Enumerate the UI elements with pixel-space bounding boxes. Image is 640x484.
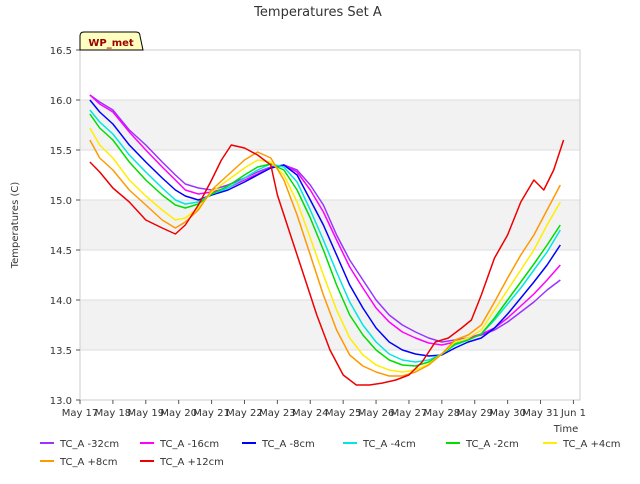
- legend-item: TC_A -32cm: [40, 439, 119, 450]
- x-axis-label: Time: [553, 424, 578, 435]
- x-tick-label: May 19: [128, 408, 165, 419]
- legend-label: TC_A -32cm: [59, 439, 119, 450]
- y-ticks: 13.0 13.5 14.0 14.5 15.0 15.5 16.0 16.5: [50, 46, 80, 407]
- series-line-6: [89, 127, 561, 373]
- y-axis-label: Temperatures (C): [10, 182, 21, 270]
- legend-item: TC_A +8cm: [40, 457, 118, 468]
- series-lines: [89, 94, 565, 386]
- legend-item: TC_A -4cm: [343, 439, 416, 450]
- legend-label: TC_A +8cm: [59, 457, 118, 468]
- y-tick-label: 16.0: [50, 96, 72, 107]
- series-line-7: [89, 139, 561, 377]
- y-tick-label: 14.0: [50, 296, 72, 307]
- x-tick-label: May 30: [489, 408, 526, 419]
- plot-frame: [79, 49, 581, 401]
- series-line-1: [89, 94, 561, 343]
- series-line-5: [89, 113, 561, 367]
- x-tick-label: May 26: [358, 408, 395, 419]
- plot-band: [80, 350, 580, 400]
- series-line-3: [89, 99, 561, 357]
- x-tick-label: May 22: [226, 408, 263, 419]
- legend: TC_A -32cm TC_A -16cm TC_A -8cm TC_A -4cm TC…: [40, 439, 621, 468]
- plot-band: [80, 50, 580, 100]
- x-tick-label: May 20: [160, 408, 197, 419]
- legend-label: TC_A -16cm: [159, 439, 219, 450]
- x-tick-label: May 23: [259, 408, 296, 419]
- y-tick-label: 13.5: [50, 346, 72, 357]
- series-line-2: [89, 94, 561, 346]
- station-badge: WP_met: [79, 31, 144, 51]
- plot-band: [80, 150, 580, 200]
- x-tick-label: May 27: [391, 408, 428, 419]
- legend-item: TC_A -8cm: [242, 439, 315, 450]
- y-tick-label: 14.5: [50, 246, 72, 257]
- plot-band: [80, 100, 580, 150]
- y-tick-label: 15.0: [50, 196, 72, 207]
- x-tick-label: May 18: [95, 408, 132, 419]
- legend-item: TC_A +4cm: [543, 439, 621, 450]
- x-tick-label: Jun 1: [560, 408, 586, 419]
- y-tick-label: 15.5: [50, 146, 72, 157]
- chart-title: Temperatures Set A: [253, 5, 382, 20]
- legend-label: TC_A +12cm: [159, 457, 224, 468]
- x-tick-label: May 31: [522, 408, 559, 419]
- legend-item: TC_A -2cm: [446, 439, 519, 450]
- legend-label: TC_A -4cm: [362, 439, 416, 450]
- legend-label: TC_A -2cm: [465, 439, 519, 450]
- legend-label: TC_A +4cm: [562, 439, 621, 450]
- legend-item: TC_A -16cm: [140, 439, 219, 450]
- plot-bands: [80, 50, 580, 400]
- station-badge-label: WP_met: [88, 38, 134, 49]
- x-tick-label: May 21: [193, 408, 230, 419]
- y-tick-label: 13.0: [50, 396, 72, 407]
- legend-item: TC_A +12cm: [140, 457, 224, 468]
- series-line-8: [89, 139, 565, 386]
- x-tick-label: May 25: [325, 408, 362, 419]
- x-tick-label: May 28: [424, 408, 461, 419]
- x-tick-label: May 17: [62, 408, 99, 419]
- x-tick-label: May 29: [456, 408, 493, 419]
- y-tick-label: 16.5: [50, 46, 72, 57]
- legend-label: TC_A -8cm: [261, 439, 315, 450]
- x-tick-label: May 24: [292, 408, 329, 419]
